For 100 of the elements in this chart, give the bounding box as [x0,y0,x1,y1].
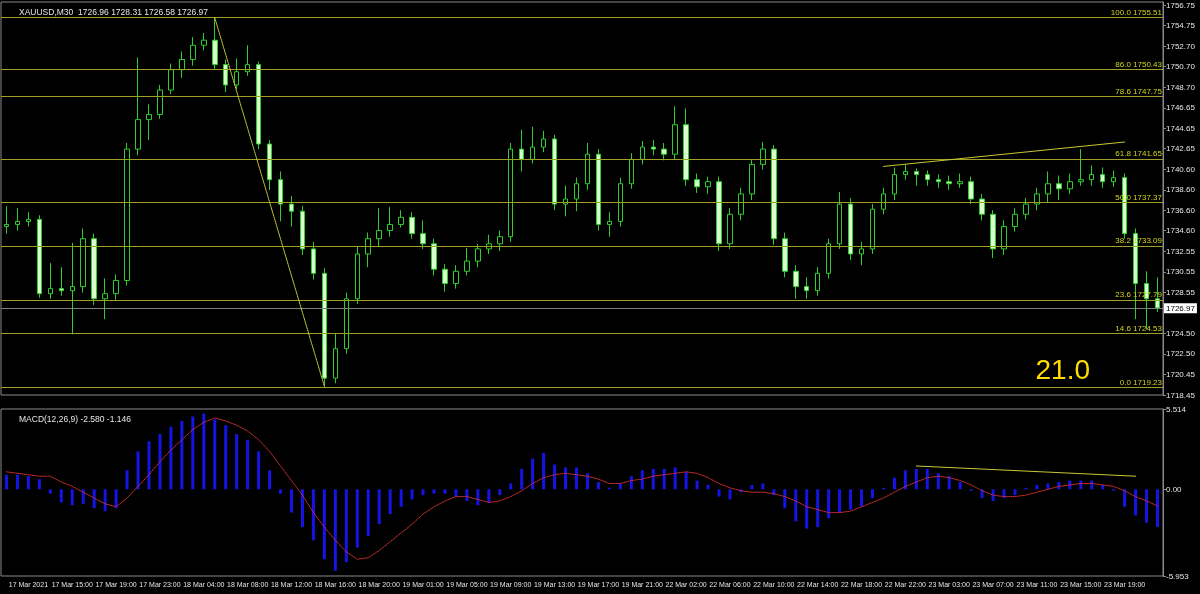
candlestick [146,103,152,141]
candlestick [815,266,820,297]
candlestick [870,203,875,255]
y-tick-label: 1740.60 [1166,164,1196,174]
candlestick [387,206,393,238]
bar [235,433,239,490]
bar [4,474,8,490]
candlestick [738,187,744,221]
candlestick [727,207,733,250]
candlestick [936,174,941,189]
bar [564,467,568,490]
annotation: 21.0 [1035,353,1090,385]
bar [860,489,864,507]
candlestick [892,166,897,201]
candlestick [1100,166,1105,189]
bar [871,489,874,499]
candlestick [135,56,141,156]
candlestick [848,197,853,261]
bar [279,489,283,494]
bar [596,482,600,490]
ref-line-label: 14.6 1724.53 [1115,323,1163,333]
y-tick-label: 1746.65 [1166,103,1196,113]
candlestick [289,195,294,227]
candlestick [409,211,415,240]
candlestick [749,158,755,201]
bar [849,489,853,510]
bar [191,416,195,490]
bar [103,489,107,512]
candlestick [344,292,349,355]
candlestick [859,241,864,266]
candlestick [333,332,338,384]
candlestick [256,61,261,150]
candlestick [596,148,601,232]
bar [388,489,392,515]
candlestick [59,266,64,297]
candlestick [705,176,711,195]
candlestick [475,243,481,268]
y-tick-label: 1730.55 [1166,267,1196,277]
candlestick [26,211,31,227]
candlestick [300,205,305,256]
bar [443,489,447,494]
candlestick [618,177,623,227]
candlestick [771,144,777,246]
y-tick-label: 0.00 [1166,484,1183,494]
bar [70,489,74,506]
candlestick [124,142,130,287]
bar [575,467,579,490]
bar [202,413,206,490]
bar [553,464,557,490]
candlestick [179,50,185,79]
bar [651,468,655,490]
candlestick [716,176,722,252]
candlestick [563,185,568,217]
bar [925,468,929,490]
candlestick [91,233,97,306]
y-tick-label: 1748.70 [1166,82,1196,92]
bar [750,484,754,490]
bar [1156,489,1160,527]
candlestick [1056,175,1062,201]
bar [903,470,907,490]
candlestick [190,36,196,67]
candlestick [442,263,448,293]
bar [136,451,140,490]
bar [300,489,304,528]
bar [377,489,381,525]
bar [958,482,962,490]
y-tick-label: 1732.55 [1166,246,1196,256]
bar [1013,489,1017,496]
bar [465,489,469,501]
candlestick [453,264,459,290]
bar [728,489,732,500]
bar [542,452,546,490]
candlestick [322,267,327,387]
bar [509,483,513,490]
y-tick-label: 1724.50 [1166,328,1196,338]
bar [410,489,414,500]
candlestick [804,276,809,300]
candlestick [683,107,689,187]
bar [147,441,151,490]
candlestick [661,142,667,161]
bar [640,470,644,490]
ref-line-label: 0.0 1719.23 [1119,377,1163,387]
candlestick [1034,187,1040,211]
candlestick [15,207,20,232]
y-tick-label: 1754.75 [1166,20,1196,30]
candlestick [574,177,579,212]
candlestick [70,242,75,335]
y-tick-label: 1738.60 [1166,185,1196,195]
candlestick [837,191,842,250]
bar [454,489,458,497]
candlestick [464,247,470,276]
candlestick [903,163,908,181]
bar [26,476,30,490]
y-tick-label: 1720.45 [1166,370,1196,380]
bar [1035,484,1039,490]
bar [487,489,491,503]
candlestick [640,140,645,165]
bar [1046,483,1050,490]
candlestick [497,230,503,252]
candlestick [267,139,272,191]
